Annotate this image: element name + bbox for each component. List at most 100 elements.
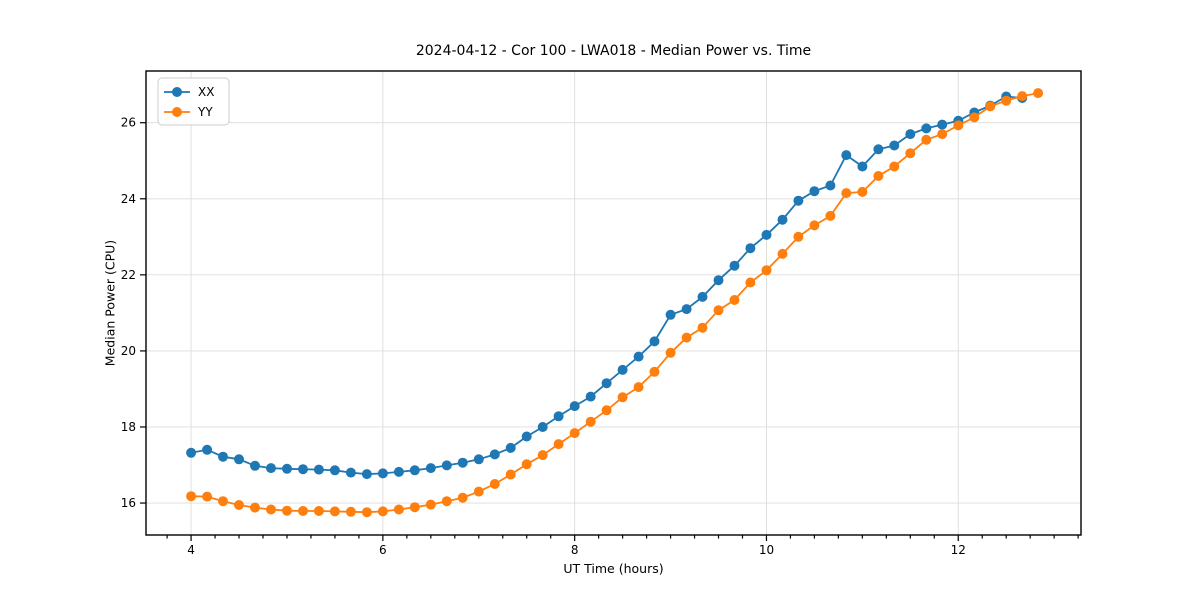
data-point-YY bbox=[969, 112, 980, 123]
data-point-YY bbox=[905, 148, 916, 159]
data-point-XX bbox=[665, 309, 676, 320]
data-point-XX bbox=[761, 229, 772, 240]
data-point-XX bbox=[473, 454, 484, 465]
y-tick-label: 24 bbox=[121, 192, 136, 206]
data-point-XX bbox=[777, 214, 788, 225]
data-point-YY bbox=[553, 439, 564, 450]
axes-frame bbox=[145, 70, 1082, 536]
data-point-YY bbox=[681, 332, 692, 343]
data-point-YY bbox=[537, 450, 548, 461]
data-point-XX bbox=[617, 364, 628, 375]
data-point-YY bbox=[697, 322, 708, 333]
data-point-YY bbox=[282, 505, 292, 516]
data-point-YY bbox=[649, 366, 660, 377]
data-point-XX bbox=[793, 195, 804, 206]
data-point-YY bbox=[713, 305, 724, 316]
data-point-YY bbox=[617, 392, 628, 403]
data-point-XX bbox=[937, 119, 948, 130]
data-point-XX bbox=[393, 466, 404, 477]
data-point-YY bbox=[218, 496, 228, 507]
data-point-XX bbox=[857, 161, 868, 172]
data-point-XX bbox=[505, 442, 516, 453]
data-point-YY bbox=[793, 231, 804, 242]
data-point-YY bbox=[250, 502, 260, 513]
data-point-YY bbox=[505, 469, 516, 480]
y-axis-label: Median Power (CPU) bbox=[102, 239, 118, 367]
data-point-XX bbox=[889, 140, 900, 151]
data-point-YY bbox=[298, 506, 308, 516]
data-point-XX bbox=[825, 180, 836, 191]
data-point-YY bbox=[585, 416, 596, 427]
legend-box bbox=[157, 77, 230, 126]
ticks bbox=[140, 122, 1079, 541]
data-point-XX bbox=[457, 457, 468, 468]
data-point-YY bbox=[377, 506, 388, 517]
series-line-XX bbox=[190, 95, 1023, 476]
data-point-XX bbox=[601, 378, 612, 389]
chart-title: 2024-04-12 - Cor 100 - LWA018 - Median P… bbox=[415, 43, 812, 59]
x-tick-label: 4 bbox=[187, 543, 195, 557]
data-point-YY bbox=[809, 220, 820, 231]
data-point-YY bbox=[489, 479, 500, 489]
data-point-YY bbox=[409, 502, 420, 513]
data-point-YY bbox=[937, 129, 948, 140]
data-point-YY bbox=[873, 171, 884, 181]
legend-marker-XX bbox=[172, 87, 182, 97]
y-tick-label: 26 bbox=[121, 116, 136, 130]
legend-label-YY: YY bbox=[197, 105, 213, 119]
data-point-XX bbox=[266, 463, 276, 474]
x-tick-label: 10 bbox=[759, 543, 774, 557]
data-point-XX bbox=[361, 469, 372, 480]
data-point-YY bbox=[266, 504, 276, 515]
data-point-YY bbox=[441, 496, 452, 507]
series-YY bbox=[186, 88, 1044, 518]
data-point-YY bbox=[234, 500, 244, 510]
data-point-XX bbox=[409, 465, 420, 476]
data-point-YY bbox=[186, 491, 197, 502]
data-point-XX bbox=[218, 451, 228, 462]
legend-marker-YY bbox=[172, 107, 182, 117]
data-point-YY bbox=[665, 347, 676, 358]
data-point-XX bbox=[377, 468, 388, 479]
y-tick-label: 22 bbox=[121, 268, 136, 282]
data-point-XX bbox=[282, 463, 292, 474]
legend-label-XX: XX bbox=[198, 85, 214, 99]
data-point-YY bbox=[393, 504, 404, 515]
series-XX bbox=[186, 91, 1028, 480]
data-point-XX bbox=[234, 454, 244, 465]
data-point-YY bbox=[857, 186, 868, 197]
data-point-YY bbox=[777, 248, 788, 259]
data-point-XX bbox=[553, 411, 564, 422]
data-point-XX bbox=[298, 464, 308, 475]
y-tick-label: 16 bbox=[121, 496, 136, 510]
tick-labels: 4 6 8 10 12 16 18 20 22 24 26 bbox=[121, 116, 966, 557]
data-point-XX bbox=[921, 123, 932, 134]
data-point-XX bbox=[729, 260, 740, 271]
data-point-XX bbox=[569, 401, 580, 412]
data-point-XX bbox=[345, 467, 356, 478]
data-point-YY bbox=[825, 210, 836, 221]
data-point-YY bbox=[1033, 88, 1044, 99]
data-point-YY bbox=[473, 486, 484, 497]
data-point-XX bbox=[186, 447, 197, 458]
data-point-XX bbox=[841, 150, 852, 161]
data-point-YY bbox=[345, 506, 356, 517]
data-point-XX bbox=[441, 460, 452, 471]
data-point-YY bbox=[569, 428, 580, 439]
data-point-YY bbox=[361, 507, 372, 518]
data-point-YY bbox=[202, 491, 213, 502]
data-point-YY bbox=[457, 492, 468, 503]
data-point-XX bbox=[649, 336, 660, 347]
x-tick-label: 12 bbox=[951, 543, 966, 557]
data-point-XX bbox=[202, 444, 213, 455]
data-point-YY bbox=[601, 405, 612, 416]
data-point-YY bbox=[1017, 91, 1028, 102]
data-point-XX bbox=[873, 144, 884, 155]
x-tick-label: 8 bbox=[571, 543, 579, 557]
data-point-YY bbox=[633, 382, 644, 393]
data-point-YY bbox=[521, 459, 532, 470]
data-point-XX bbox=[697, 291, 708, 302]
data-point-YY bbox=[745, 277, 756, 288]
